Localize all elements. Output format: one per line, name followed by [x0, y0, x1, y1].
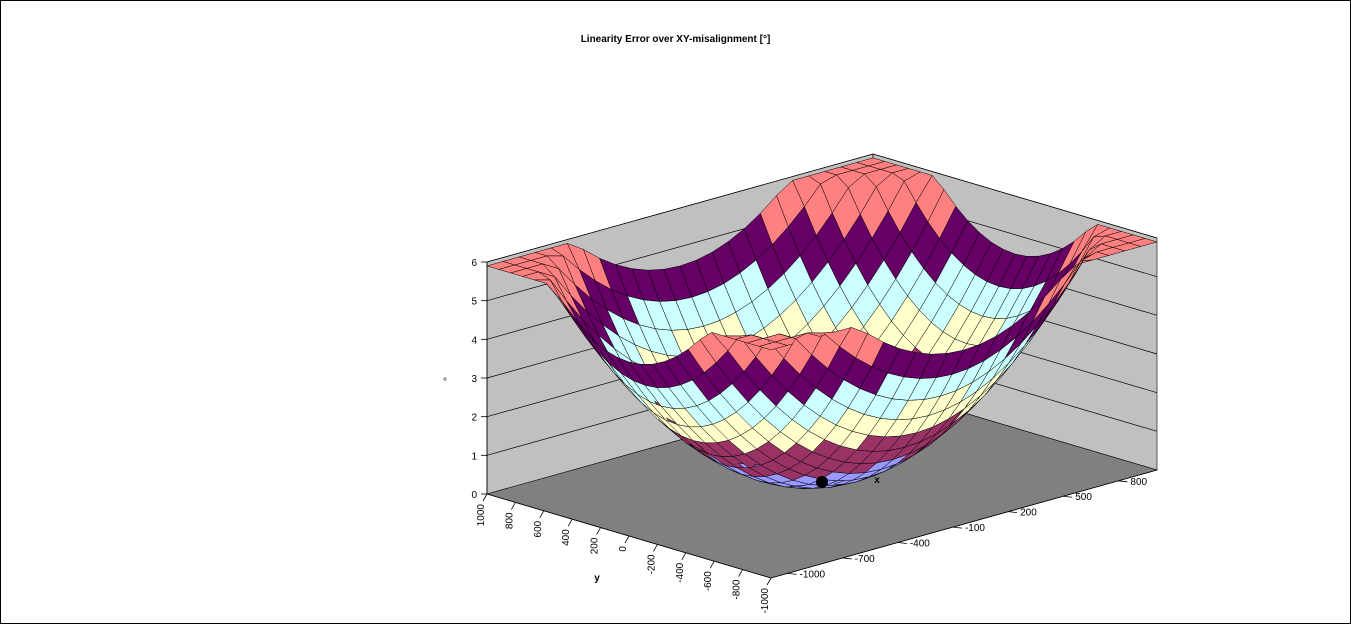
wall-gridline [486, 153, 1158, 263]
surface-mesh [486, 157, 1158, 489]
y-tick-label: 800 [504, 512, 515, 529]
x-tick [1063, 495, 1073, 498]
x-axis-line [770, 469, 1158, 579]
x-tick [787, 572, 797, 575]
y-tick-label: 1000 [476, 504, 487, 527]
x-tick-label: -100 [965, 523, 985, 534]
chart-title: Linearity Error over XY-misalignment [°] [580, 34, 771, 45]
z-tick-label: 2 [471, 413, 477, 424]
y-tick [539, 510, 545, 518]
y-tick-label: -400 [675, 562, 686, 582]
y-tick-label: 200 [590, 537, 601, 554]
y-tick-label: 400 [561, 529, 572, 546]
y-tick [596, 527, 601, 535]
z-tick-label: 5 [471, 297, 477, 308]
x-tick [1118, 480, 1128, 483]
x-axis-title: x [874, 475, 880, 486]
chart-axes: 0 1 2 3 4 5 6 ° 1000 800 600 400 200 0 -200 -400 -600 -80… [443, 258, 1158, 614]
y-tick-label: -600 [703, 571, 714, 591]
x-tick-label: -1000 [800, 569, 826, 580]
y-tick [681, 552, 687, 560]
y-tick-label: -1000 [760, 588, 771, 614]
y-tick [624, 535, 630, 544]
x-tick-label: 500 [1075, 492, 1092, 503]
z-tick-label: 3 [471, 374, 477, 385]
x-tick [952, 526, 963, 529]
y-tick-label: 0 [618, 546, 629, 552]
z-tick-label: 1 [471, 451, 477, 462]
y-tick [709, 561, 715, 569]
y-axis-title: y [594, 573, 600, 584]
y-tick [766, 577, 772, 586]
x-tick [842, 557, 852, 560]
y-tick [511, 502, 516, 510]
y-tick-label: -800 [732, 579, 743, 599]
y-tick [653, 544, 658, 552]
y-tick-label: -200 [646, 554, 657, 574]
y-tick-label: 600 [533, 520, 544, 537]
y-tick [738, 569, 743, 577]
surface-cell [1128, 238, 1158, 247]
x-tick-label: -700 [855, 554, 875, 565]
z-tick-label: 4 [471, 335, 477, 346]
z-tick-label: 6 [471, 258, 477, 269]
x-tick-label: 800 [1130, 477, 1147, 488]
z-tick-label: 0 [471, 490, 477, 501]
x-tick [1008, 511, 1018, 514]
y-tick [482, 493, 488, 502]
x-tick-label: 200 [1020, 508, 1037, 519]
x-tick-label: -400 [910, 539, 930, 550]
z-axis-title: ° [443, 377, 447, 388]
marker-point [816, 476, 828, 488]
x-tick [897, 542, 907, 544]
y-tick [567, 519, 573, 527]
